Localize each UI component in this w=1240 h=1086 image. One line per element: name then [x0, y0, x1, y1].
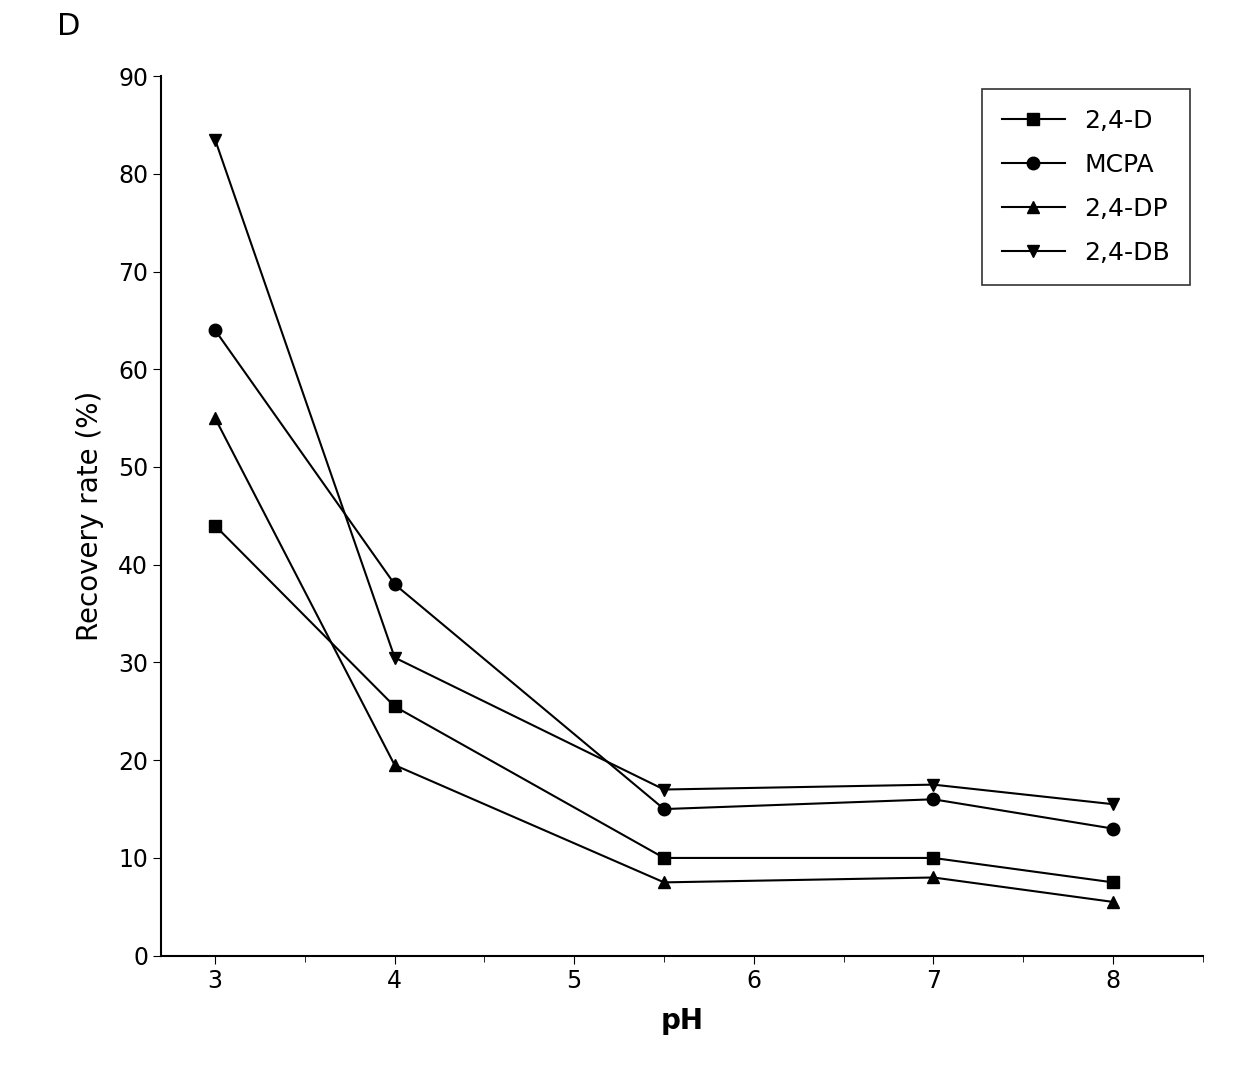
Legend: 2,4-D, MCPA, 2,4-DP, 2,4-DB: 2,4-D, MCPA, 2,4-DP, 2,4-DB — [982, 89, 1190, 285]
MCPA — [207, 324, 222, 337]
2,4-DB — [1106, 797, 1121, 810]
2,4-DP — [387, 758, 402, 771]
MCPA — [387, 578, 402, 591]
2,4-DP — [657, 875, 672, 888]
2,4-DB — [657, 783, 672, 796]
Line: MCPA: MCPA — [208, 324, 1120, 835]
2,4-DP — [926, 871, 941, 884]
2,4-D — [387, 699, 402, 712]
2,4-DB — [387, 651, 402, 664]
Y-axis label: Recovery rate (%): Recovery rate (%) — [76, 391, 104, 641]
2,4-DB — [207, 132, 222, 146]
2,4-DP — [207, 412, 222, 425]
2,4-DP — [1106, 895, 1121, 908]
2,4-DB — [926, 778, 941, 791]
Text: D: D — [57, 12, 81, 41]
2,4-D — [926, 851, 941, 864]
2,4-D — [207, 519, 222, 532]
2,4-D — [1106, 875, 1121, 888]
Line: 2,4-DP: 2,4-DP — [208, 412, 1120, 908]
X-axis label: pH: pH — [661, 1007, 703, 1035]
Line: 2,4-D: 2,4-D — [208, 519, 1120, 888]
MCPA — [1106, 822, 1121, 835]
MCPA — [926, 793, 941, 806]
MCPA — [657, 803, 672, 816]
2,4-D — [657, 851, 672, 864]
Line: 2,4-DB: 2,4-DB — [208, 134, 1120, 810]
